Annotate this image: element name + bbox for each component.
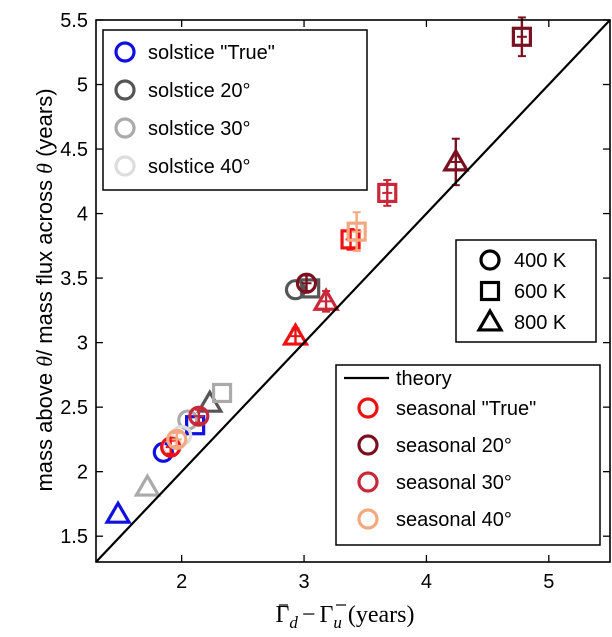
y-axis-ticks: 1.5 2 2.5 3 3.5 4 4.5 5 5.5 — [60, 10, 610, 548]
legend-label: seasonal 40° — [396, 509, 512, 531]
data-point-circle — [284, 279, 307, 301]
data-point-triangle — [442, 147, 470, 172]
legend-marker-square — [479, 280, 501, 302]
x-tick-label: 2 — [176, 571, 187, 593]
data-point-circle — [166, 428, 188, 451]
legend-label: solstice "True" — [148, 42, 275, 64]
legend-marker-circle — [114, 79, 136, 101]
y-tick-label: 5.5 — [60, 10, 88, 32]
legend-label: seasonal 20° — [396, 435, 512, 457]
legend-label: 400 K — [514, 250, 567, 272]
data-point-square — [511, 26, 532, 47]
legend-label: 800 K — [514, 312, 567, 334]
x-tick-label: 3 — [298, 571, 309, 593]
data-markers — [104, 16, 532, 524]
y-tick-label: 3.5 — [60, 268, 88, 290]
theory-line — [95, 19, 611, 563]
data-point-circle — [171, 424, 193, 447]
y-tick-label: 1.5 — [60, 526, 88, 548]
legend-marker-circle — [357, 397, 379, 419]
legend-label: solstice 30° — [148, 118, 251, 140]
y-tick-label: 5 — [77, 75, 88, 97]
legend-marker-circle — [114, 155, 136, 177]
y-tick-label: 4 — [77, 204, 88, 226]
legend-marker-circle — [479, 249, 501, 271]
data-point-triangle — [312, 287, 340, 311]
legend-label: theory — [396, 368, 452, 390]
y-axis-label: mass above θ/ mass flux across θ (years) — [32, 88, 57, 491]
legend-marker-circle — [357, 471, 379, 493]
data-point-circle — [295, 272, 318, 294]
legend-marker-circle — [114, 117, 136, 139]
x-tick-label: 5 — [543, 571, 554, 593]
data-point-square — [300, 278, 321, 299]
data-point-square — [346, 221, 367, 242]
x-axis-ticks: 2 3 4 5 — [176, 20, 554, 593]
data-point-square — [377, 182, 398, 204]
legend-label: seasonal 30° — [396, 472, 512, 494]
plot-frame — [95, 19, 611, 563]
y-tick-label: 2 — [77, 462, 88, 484]
data-point-circle — [188, 405, 210, 427]
legend-marker-triangle — [476, 307, 504, 332]
legend-seasonal: theory seasonal "True" seasonal 20° seasona… — [335, 364, 601, 546]
data-point-triangle — [104, 500, 132, 524]
data-point-triangle — [281, 321, 310, 346]
legend-label: 600 K — [514, 281, 567, 303]
legend-solstice: solstice "True" solstice 20° solstice 30° s… — [102, 29, 368, 191]
x-axis-label: Γd − Γu (years) — [276, 602, 415, 632]
data-point-square — [211, 382, 233, 404]
legend-marker-circle — [357, 434, 379, 456]
legend-label: seasonal "True" — [396, 398, 536, 420]
legend-label: solstice 20° — [148, 80, 251, 102]
y-tick-label: 2.5 — [60, 397, 88, 419]
y-tick-label: 4.5 — [60, 139, 88, 161]
y-tick-label: 3 — [77, 333, 88, 355]
legend-marker-circle — [357, 508, 379, 530]
data-point-triangle — [133, 472, 162, 497]
legend-marker-circle — [114, 41, 136, 63]
legend-label: solstice 40° — [148, 156, 251, 178]
legend-temperature: 400 K 600 K 800 K — [455, 239, 597, 343]
x-tick-label: 4 — [421, 571, 432, 593]
